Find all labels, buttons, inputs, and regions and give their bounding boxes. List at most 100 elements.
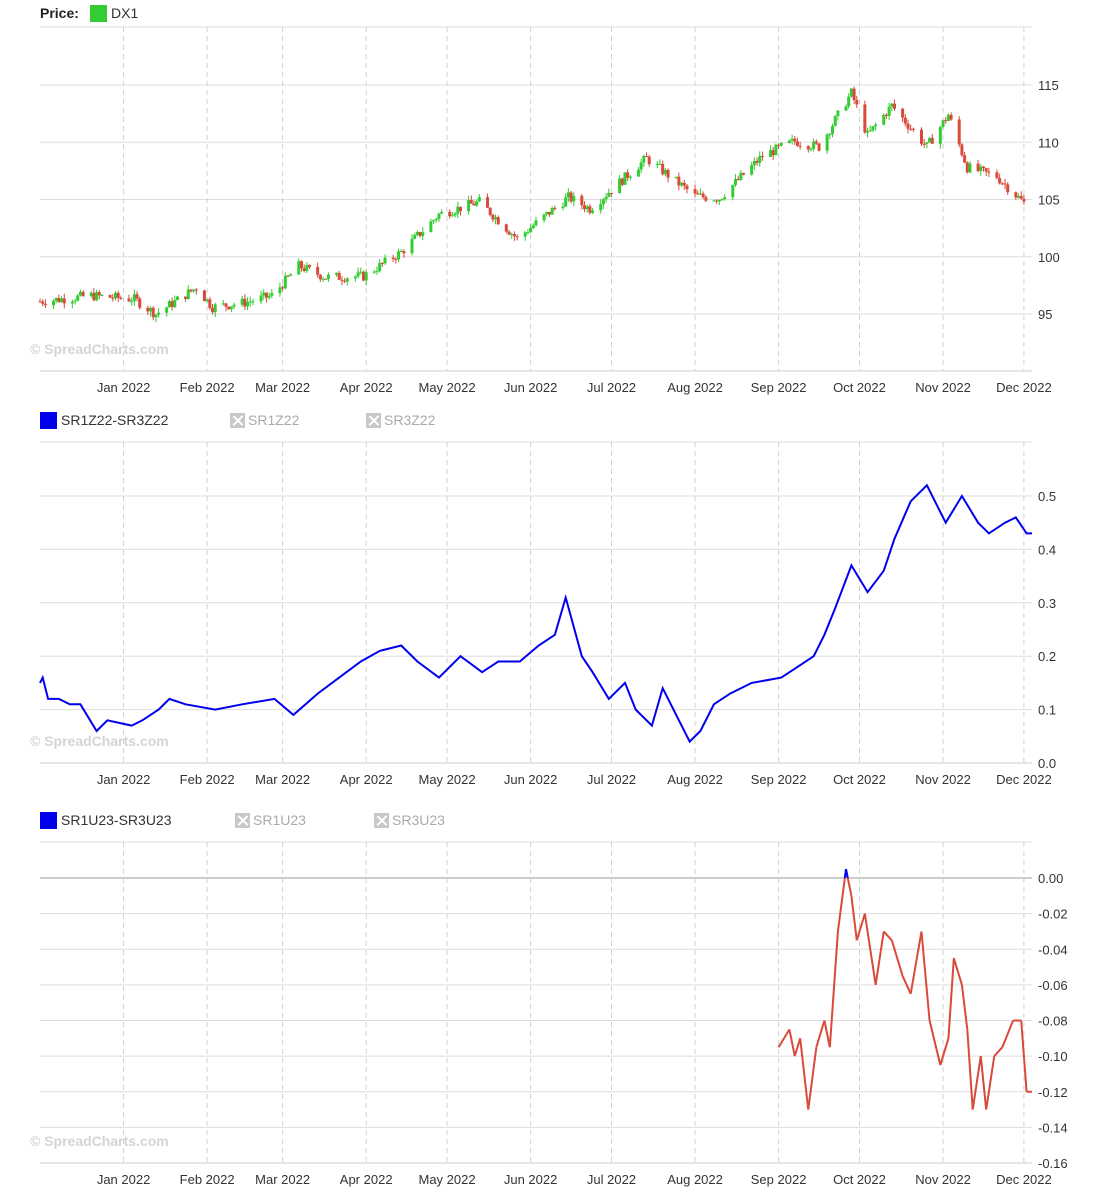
candle-body bbox=[693, 189, 697, 194]
candle-body bbox=[380, 262, 384, 264]
y-tick-label: 100 bbox=[1038, 250, 1060, 265]
legend-item-sr1u23[interactable]: SR1U23 bbox=[235, 812, 306, 828]
candle-body bbox=[184, 296, 188, 299]
candle-body bbox=[636, 169, 640, 177]
y-tick-label: 0.2 bbox=[1038, 649, 1056, 664]
legend-item-sr1u23-sr3u23[interactable]: SR1U23-SR3U23 bbox=[40, 811, 172, 829]
candle-body bbox=[680, 182, 684, 186]
watermark: © SpreadCharts.com bbox=[30, 733, 169, 749]
legend-label-sr3z22: SR3Z22 bbox=[384, 412, 436, 428]
candle-body bbox=[739, 172, 743, 180]
candle-body bbox=[941, 120, 945, 128]
legend-item-sr3u23[interactable]: SR3U23 bbox=[374, 812, 445, 828]
candle-body bbox=[78, 291, 82, 296]
candle-body bbox=[297, 261, 301, 275]
candle-body bbox=[720, 199, 724, 201]
legend-item-sr1z22[interactable]: SR1Z22 bbox=[230, 412, 299, 428]
spread-chart-z22[interactable]: 0.0 0.1 0.2 0.3 0.4 0.5 Jan 2022 Feb 2022 Mar 20… bbox=[0, 400, 1115, 800]
candle-body bbox=[278, 287, 282, 294]
candle-body bbox=[909, 128, 913, 130]
watermark: © SpreadCharts.com bbox=[30, 1133, 169, 1149]
spread-chart-u23[interactable]: 0.00 -0.02 -0.04 -0.06 -0.08 -0.10 -0.12 -0.14 -… bbox=[0, 800, 1115, 1200]
legend-swatch-spread bbox=[40, 811, 57, 829]
candle-body bbox=[135, 294, 139, 299]
candle-body bbox=[116, 292, 120, 298]
series-segment-negative bbox=[928, 1020, 942, 1066]
candle-body bbox=[529, 227, 533, 233]
candle-body bbox=[957, 119, 961, 145]
series-segment-negative bbox=[788, 1029, 796, 1057]
candle-body bbox=[814, 141, 818, 144]
legend-item-sr1z22-sr3z22[interactable]: SR1Z22-SR3Z22 bbox=[40, 411, 168, 429]
series-segment-negative bbox=[971, 1055, 982, 1110]
candle-body bbox=[844, 106, 848, 111]
candle-body bbox=[227, 306, 231, 310]
candle-body bbox=[661, 163, 665, 175]
series-segment-negative bbox=[855, 913, 866, 941]
candle-body bbox=[208, 299, 212, 308]
legend-item-sr3z22[interactable]: SR3Z22 bbox=[366, 412, 435, 428]
candle-body bbox=[62, 298, 66, 304]
candle-body bbox=[963, 155, 967, 163]
x-tick-label: Apr 2022 bbox=[340, 380, 393, 395]
candle-body bbox=[359, 271, 363, 273]
candle-body bbox=[655, 164, 659, 166]
x-tick-label: Sep 2022 bbox=[751, 380, 807, 395]
candle-body bbox=[712, 200, 716, 202]
x-tick-label: May 2022 bbox=[418, 1172, 475, 1187]
candle-body bbox=[658, 163, 662, 165]
series-segment-negative bbox=[777, 1028, 791, 1048]
candle-body bbox=[157, 312, 161, 315]
candle-body bbox=[887, 106, 891, 116]
price-chart[interactable]: 95 100 105 110 115 Jan 2022 Feb 2022 Mar 2022 Ap… bbox=[0, 0, 1115, 400]
candle-body bbox=[995, 172, 999, 179]
x-tick-label: May 2022 bbox=[418, 380, 475, 395]
candle-body bbox=[283, 275, 287, 289]
candle-body bbox=[259, 295, 263, 302]
candle-body bbox=[221, 303, 225, 305]
legend-label-sr1u23: SR1U23 bbox=[253, 812, 306, 828]
candle-body bbox=[410, 238, 414, 254]
candle-body bbox=[211, 307, 215, 313]
candle-body bbox=[890, 103, 894, 107]
candle-body bbox=[337, 272, 341, 280]
candle-body bbox=[224, 303, 228, 307]
candle-body bbox=[626, 172, 630, 178]
candle-body bbox=[146, 307, 150, 312]
candle-body bbox=[550, 207, 554, 215]
x-tick-label: Feb 2022 bbox=[180, 1172, 235, 1187]
candle-body bbox=[604, 196, 608, 200]
candle-body bbox=[262, 292, 266, 296]
candle-body bbox=[440, 211, 444, 214]
candle-body bbox=[609, 192, 613, 194]
candle-body bbox=[154, 314, 158, 318]
legend-item-dx1[interactable]: DX1 bbox=[90, 4, 138, 22]
legend-swatch-dx1 bbox=[90, 4, 107, 22]
candle-body bbox=[647, 156, 651, 165]
candle-body bbox=[70, 301, 74, 304]
candle-body bbox=[475, 201, 479, 206]
x-tick-label: Jan 2022 bbox=[97, 1172, 151, 1187]
x-tick-label: Oct 2022 bbox=[833, 772, 886, 787]
y-tick-label: 115 bbox=[1038, 78, 1059, 93]
y-tick-label: 0.4 bbox=[1038, 542, 1056, 557]
candle-body bbox=[132, 294, 136, 302]
x-tick-label: Apr 2022 bbox=[340, 772, 393, 787]
x-tick-label: Jan 2022 bbox=[97, 772, 151, 787]
candle-body bbox=[138, 298, 142, 308]
candle-body bbox=[542, 214, 546, 221]
candle-body bbox=[353, 276, 357, 279]
candle-body bbox=[809, 148, 813, 150]
candle-body bbox=[591, 210, 595, 213]
candle-body bbox=[286, 275, 290, 277]
candle-body bbox=[89, 292, 93, 297]
candle-body bbox=[515, 236, 519, 238]
candle-body bbox=[170, 301, 174, 308]
candle-body bbox=[299, 261, 303, 269]
candle-body bbox=[485, 197, 489, 208]
candle-body bbox=[205, 299, 209, 302]
candle-body bbox=[378, 262, 382, 272]
candle-body bbox=[488, 207, 492, 215]
candle-body bbox=[165, 307, 169, 313]
candle-body bbox=[817, 143, 821, 151]
